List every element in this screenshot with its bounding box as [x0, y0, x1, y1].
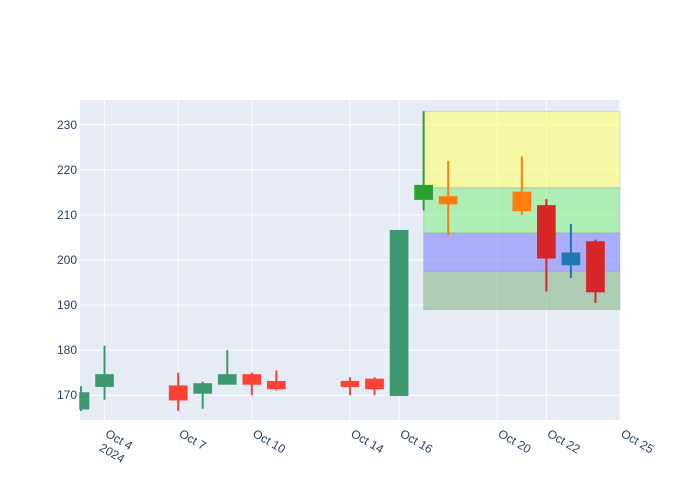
candle — [95, 345, 114, 400]
candle — [193, 381, 213, 409]
x-tick-label: Oct 16 — [398, 426, 436, 456]
y-axis-ticks: 170 180 190 200 210 220 230 — [57, 118, 77, 402]
candle — [79, 386, 90, 411]
y-tick-label: 180 — [57, 343, 77, 357]
candle-body — [365, 378, 384, 390]
candle — [512, 156, 532, 215]
candle — [340, 377, 360, 396]
candle-body — [79, 392, 90, 410]
candle-body — [438, 196, 458, 205]
candle — [217, 350, 237, 385]
candle — [242, 372, 262, 396]
candle — [438, 160, 458, 236]
candle-body — [586, 241, 605, 293]
candle — [414, 111, 433, 211]
candle-body — [267, 380, 286, 390]
candle — [586, 239, 605, 303]
candle — [561, 223, 581, 279]
candle-body — [168, 385, 188, 401]
x-tick-label: Oct 10 — [250, 426, 288, 456]
candle-body — [340, 380, 360, 387]
y-tick-label: 230 — [57, 118, 77, 132]
candle — [389, 229, 409, 396]
candle-body — [242, 374, 262, 385]
candles — [79, 111, 605, 411]
y-tick-label: 190 — [57, 298, 77, 312]
y-tick-label: 210 — [57, 208, 77, 222]
candle-body — [389, 229, 409, 396]
candle — [365, 377, 384, 396]
y-tick-label: 220 — [57, 163, 77, 177]
candle-body — [193, 383, 213, 394]
candle — [168, 372, 188, 411]
candle-body — [217, 374, 237, 385]
x-tick-label: Oct 20 — [496, 426, 534, 456]
candle-body — [512, 191, 532, 212]
candle-body — [537, 205, 556, 259]
x-tick-label: Oct 22 — [545, 426, 583, 456]
x-tick-label: Oct 7 — [177, 426, 209, 453]
candle-body — [414, 184, 433, 200]
x-tick-label: Oct 25 — [619, 426, 657, 456]
candle-body — [95, 374, 114, 387]
y-tick-label: 200 — [57, 253, 77, 267]
x-tick-label: Oct 14 — [349, 426, 387, 456]
candle-body — [561, 252, 581, 266]
candle — [267, 370, 286, 391]
y-tick-label: 170 — [57, 388, 77, 402]
candle — [537, 199, 556, 292]
